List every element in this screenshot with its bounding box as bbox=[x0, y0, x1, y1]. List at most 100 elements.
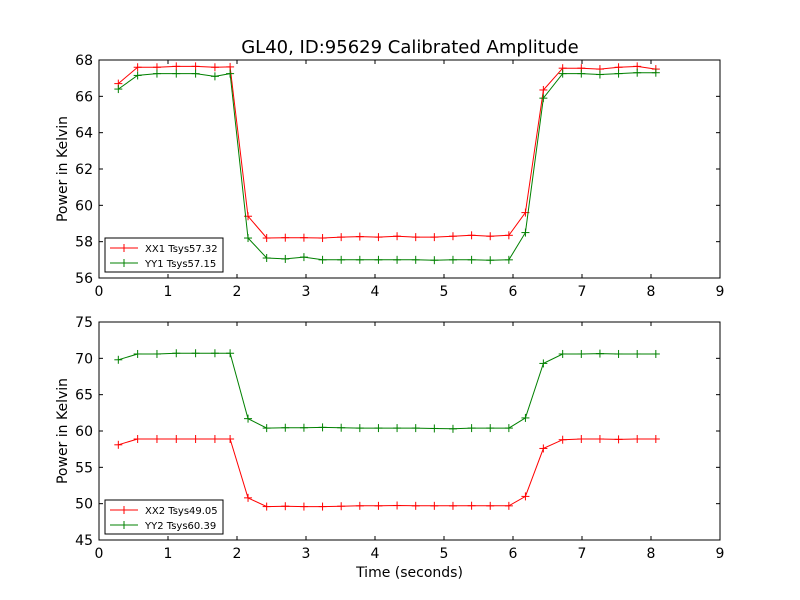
data-point bbox=[430, 424, 439, 433]
data-point bbox=[539, 94, 548, 103]
data-point bbox=[504, 255, 513, 264]
data-point bbox=[114, 85, 123, 94]
y-tick-label: 68 bbox=[75, 53, 93, 69]
data-point bbox=[337, 255, 346, 264]
data-point bbox=[262, 234, 271, 243]
x-tick-label: 0 bbox=[95, 284, 104, 300]
y-axis-label: Power in Kelvin bbox=[55, 116, 71, 222]
data-point bbox=[191, 69, 200, 78]
data-point bbox=[318, 234, 327, 243]
y-tick-label: 58 bbox=[75, 235, 93, 251]
x-tick-label: 1 bbox=[164, 284, 173, 300]
data-point bbox=[633, 68, 642, 77]
data-point bbox=[614, 69, 623, 78]
data-point bbox=[633, 434, 642, 443]
data-point bbox=[281, 502, 290, 511]
data-point bbox=[651, 349, 660, 358]
data-point bbox=[337, 233, 346, 242]
data-point bbox=[133, 434, 142, 443]
data-point bbox=[299, 253, 308, 262]
data-point bbox=[191, 349, 200, 358]
data-point bbox=[133, 63, 142, 72]
legend-entry: YY1 Tsys57.15 bbox=[110, 259, 216, 270]
data-point bbox=[318, 423, 327, 432]
data-point bbox=[595, 70, 604, 79]
x-axis-label: Time (seconds) bbox=[355, 565, 463, 581]
data-point bbox=[318, 255, 327, 264]
x-tick-label: 4 bbox=[371, 546, 380, 562]
data-point bbox=[633, 349, 642, 358]
data-point bbox=[210, 63, 219, 72]
data-point bbox=[448, 424, 457, 433]
data-point bbox=[577, 349, 586, 358]
data-point bbox=[504, 501, 513, 510]
data-point bbox=[318, 502, 327, 511]
x-tick-label: 7 bbox=[578, 546, 587, 562]
data-point bbox=[281, 254, 290, 263]
data-point bbox=[133, 71, 142, 80]
data-point bbox=[355, 232, 364, 241]
x-tick-label: 8 bbox=[647, 546, 656, 562]
data-point bbox=[430, 233, 439, 242]
legend-label: YY1 Tsys57.15 bbox=[144, 259, 216, 270]
data-point bbox=[577, 434, 586, 443]
data-point bbox=[299, 233, 308, 242]
data-point bbox=[299, 502, 308, 511]
data-point bbox=[448, 255, 457, 264]
x-tick-label: 1 bbox=[164, 546, 173, 562]
y-tick-label: 56 bbox=[75, 271, 93, 287]
data-point bbox=[558, 349, 567, 358]
data-point bbox=[448, 232, 457, 241]
x-tick-label: 5 bbox=[440, 284, 449, 300]
data-point bbox=[539, 85, 548, 94]
data-point bbox=[114, 355, 123, 364]
data-point bbox=[191, 62, 200, 71]
x-tick-label: 0 bbox=[95, 546, 104, 562]
data-point bbox=[226, 349, 235, 358]
data-point bbox=[558, 69, 567, 78]
data-point bbox=[467, 501, 476, 510]
chart-title: GL40, ID:95629 Calibrated Amplitude bbox=[241, 37, 579, 58]
data-point bbox=[521, 228, 530, 237]
data-point bbox=[152, 434, 161, 443]
data-point bbox=[411, 501, 420, 510]
y-tick-label: 64 bbox=[75, 126, 93, 142]
data-point bbox=[210, 349, 219, 358]
x-tick-label: 3 bbox=[302, 284, 311, 300]
data-point bbox=[244, 414, 253, 423]
data-point bbox=[614, 435, 623, 444]
data-point bbox=[172, 349, 181, 358]
data-point bbox=[430, 256, 439, 265]
data-point bbox=[210, 434, 219, 443]
data-point bbox=[486, 256, 495, 265]
data-point bbox=[430, 501, 439, 510]
data-point bbox=[210, 72, 219, 81]
data-point bbox=[374, 233, 383, 242]
data-point bbox=[521, 413, 530, 422]
data-point bbox=[299, 423, 308, 432]
data-point bbox=[577, 69, 586, 78]
data-point bbox=[467, 424, 476, 433]
y-tick-label: 50 bbox=[75, 497, 93, 513]
data-point bbox=[486, 424, 495, 433]
data-point bbox=[374, 255, 383, 264]
y-tick-label: 45 bbox=[75, 533, 93, 549]
data-point bbox=[262, 424, 271, 433]
x-tick-label: 6 bbox=[509, 546, 518, 562]
legend-entry: XX1 Tsys57.32 bbox=[110, 244, 218, 255]
legend-box bbox=[104, 237, 224, 273]
y-tick-label: 55 bbox=[75, 460, 93, 476]
data-point bbox=[651, 434, 660, 443]
y-tick-label: 62 bbox=[75, 162, 93, 178]
data-point bbox=[172, 69, 181, 78]
y-tick-label: 70 bbox=[75, 351, 93, 367]
data-point bbox=[191, 434, 200, 443]
data-point bbox=[244, 234, 253, 243]
data-point bbox=[393, 424, 402, 433]
data-point bbox=[374, 501, 383, 510]
data-point bbox=[467, 231, 476, 240]
legend-label: YY2 Tsys60.39 bbox=[144, 521, 216, 532]
